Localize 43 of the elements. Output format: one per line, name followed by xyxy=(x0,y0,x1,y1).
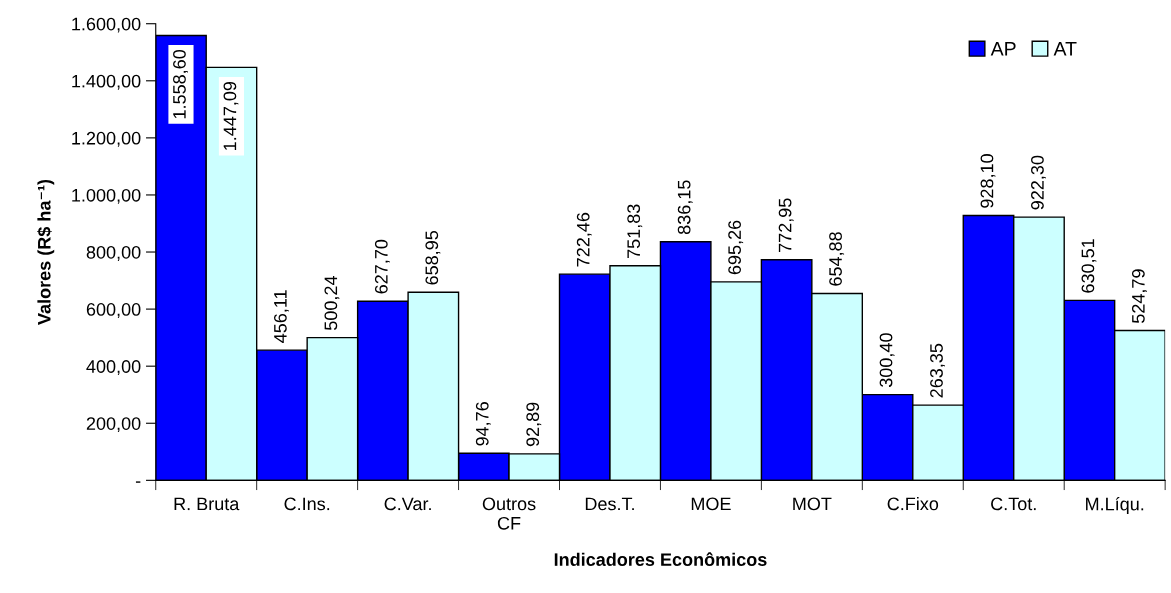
y-tick-label: 1.000,00 xyxy=(72,188,141,204)
x-axis-title: Indicadores Econômicos xyxy=(554,552,767,566)
y-tick-label: - xyxy=(135,481,141,483)
y-tick-label: 600,00 xyxy=(86,303,141,318)
x-tick-label: MOE xyxy=(691,497,731,511)
y-tick-label: 200,00 xyxy=(86,417,141,433)
data-label: 922,30 xyxy=(1031,155,1046,210)
y-tick-label: 1.400,00 xyxy=(72,74,141,90)
data-label: 1.447,09 xyxy=(223,81,239,150)
x-tick-label: C.Fixo xyxy=(887,497,939,511)
data-label: 94,76 xyxy=(475,402,491,446)
data-label: 524,79 xyxy=(1131,269,1147,323)
legend-label: AT xyxy=(1053,42,1077,56)
y-axis-title: Valores (R$ ha⁻¹) xyxy=(37,179,55,325)
data-label: 627,70 xyxy=(374,239,390,294)
data-label: 772,95 xyxy=(778,198,794,252)
data-label: 658,95 xyxy=(425,230,441,285)
x-tick-label: M.Líqu. xyxy=(1086,497,1144,515)
y-tick-label: 1.600,00 xyxy=(72,17,141,33)
x-tick-label: Des.T. xyxy=(585,497,634,511)
x-tick-label: C.Tot. xyxy=(991,497,1036,511)
data-label: 836,15 xyxy=(677,180,693,235)
data-label: 92,89 xyxy=(526,402,542,447)
y-tick-label: 400,00 xyxy=(86,360,141,376)
x-tick-label: R. Bruta xyxy=(174,497,240,511)
y-tick-label: 1.200,00 xyxy=(72,131,141,147)
x-tick-label: MOT xyxy=(793,497,832,511)
data-label: 630,51 xyxy=(1081,239,1097,293)
x-tick-label: Outros CF xyxy=(482,497,536,530)
data-label: 263,35 xyxy=(930,343,946,398)
data-label: 500,24 xyxy=(324,276,340,330)
x-tick-label: C.Ins. xyxy=(284,497,330,511)
data-label: 751,83 xyxy=(627,204,643,258)
data-label: 695,26 xyxy=(728,220,744,275)
data-label: 928,10 xyxy=(980,154,996,208)
x-tick-label: C.Var. xyxy=(384,497,431,511)
data-label: 654,88 xyxy=(829,232,845,286)
data-label: 456,11 xyxy=(273,290,289,343)
legend-label: AP xyxy=(990,42,1016,56)
y-tick-label: 800,00 xyxy=(86,245,141,261)
data-label: 1.558,60 xyxy=(173,49,188,119)
data-label: 300,40 xyxy=(879,333,895,388)
data-label: 722,46 xyxy=(576,212,592,267)
